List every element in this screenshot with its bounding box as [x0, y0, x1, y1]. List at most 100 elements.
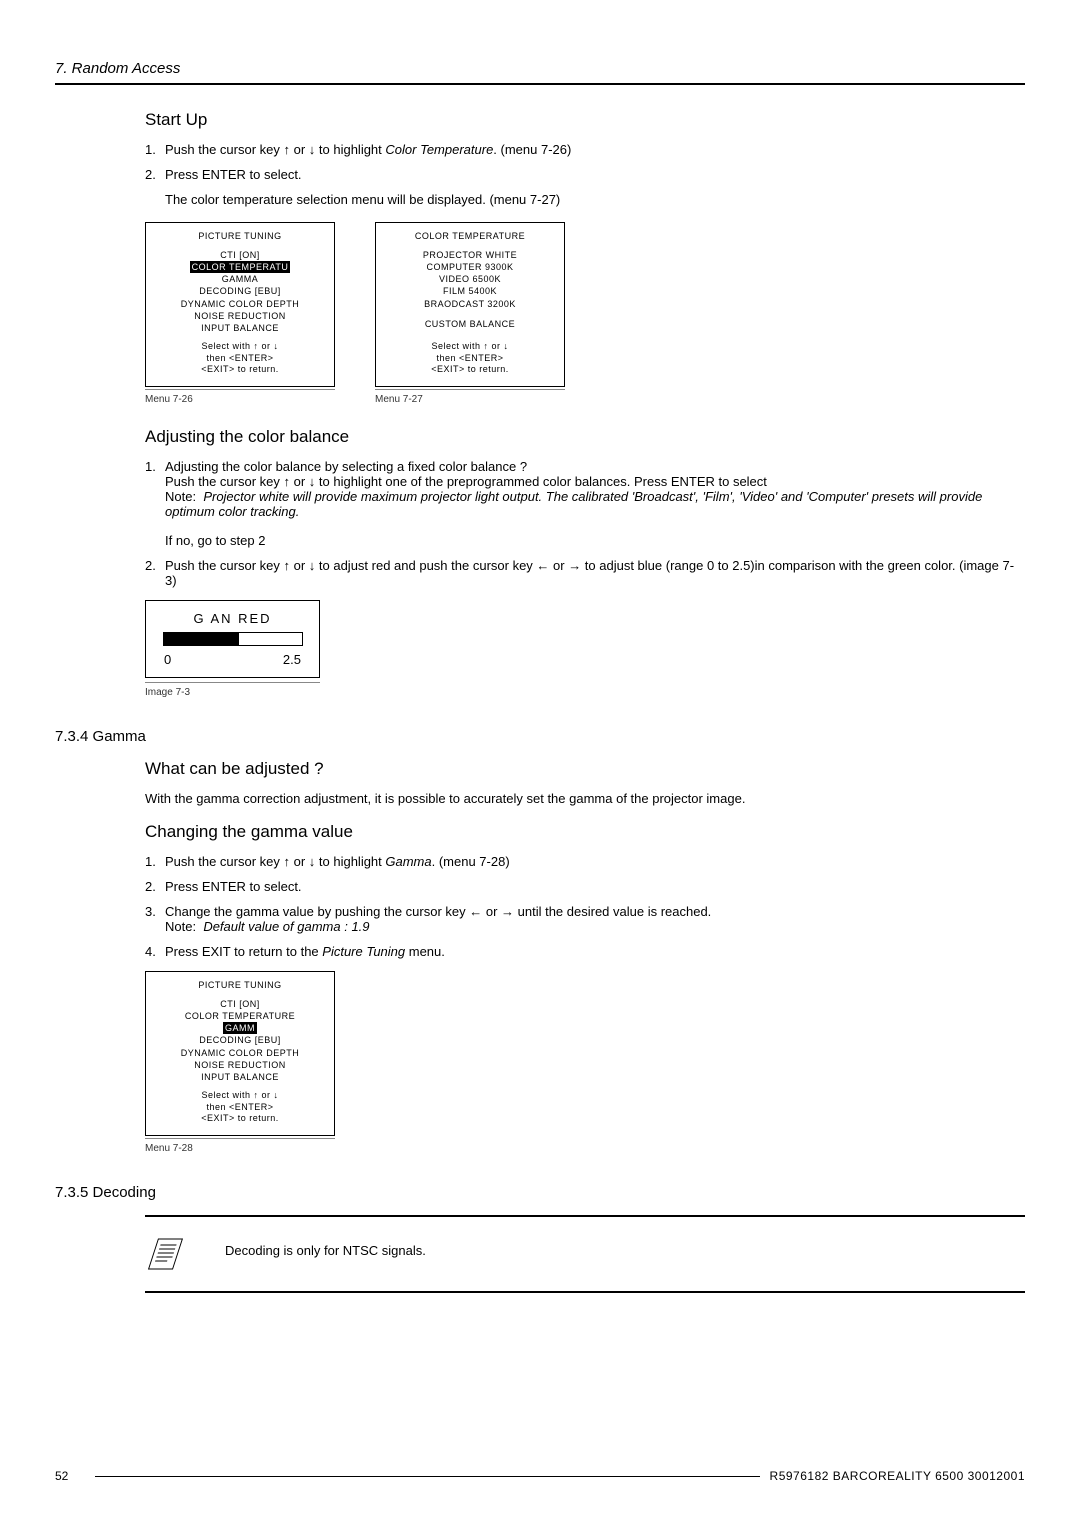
t: Push the cursor key ↑ or ↓ to highlight … — [165, 474, 767, 489]
adjust-heading: Adjusting the color balance — [55, 427, 1025, 447]
gamma-what-heading: What can be adjusted ? — [55, 759, 1025, 779]
menu-item: VIDEO 6500K — [382, 273, 558, 285]
menu-item: DYNAMIC COLOR DEPTH — [152, 298, 328, 310]
menu-7-27: COLOR TEMPERATURE PROJECTOR WHITE COMPUT… — [375, 222, 565, 387]
adjust-steps: 1. Adjusting the color balance by select… — [55, 459, 1025, 588]
chapter-header: 7. Random Access — [55, 60, 1025, 77]
menu-item: BRAODCAST 3200K — [382, 298, 558, 310]
step-number: 1. — [145, 459, 165, 548]
spacer — [145, 192, 165, 207]
menu-caption: Menu 7-26 — [145, 394, 335, 405]
menu-item: CUSTOM BALANCE — [382, 318, 558, 330]
startup-heading: Start Up — [55, 110, 1025, 130]
image-caption: Image 7-3 — [145, 687, 1025, 698]
menu-item: GAMMA — [152, 273, 328, 285]
t: Push the cursor key ↑ or ↓ to highlight — [165, 142, 385, 157]
menu-title: PICTURE TUNING — [152, 980, 328, 990]
decoding-note: Decoding is only for NTSC signals. — [225, 1237, 426, 1258]
startup-steps: 1. Push the cursor key ↑ or ↓ to highlig… — [55, 142, 1025, 207]
t: If no, go to step 2 — [165, 533, 265, 548]
menu-item: INPUT BALANCE — [152, 322, 328, 334]
menu-item-highlight: GAMM — [223, 1022, 257, 1034]
followup-text: The color temperature selection menu wil… — [165, 192, 1025, 207]
gamma-change-heading: Changing the gamma value — [55, 822, 1025, 842]
menu-title: COLOR TEMPERATURE — [382, 231, 558, 241]
section-7-3-4: 7.3.4 Gamma — [55, 728, 1025, 745]
menu-item: INPUT BALANCE — [152, 1071, 328, 1083]
menu-item-highlight: COLOR TEMPERATU — [190, 261, 291, 273]
menu-footer-line: Select with ↑ or ↓ — [146, 1090, 334, 1102]
gain-red-gauge: G AN RED 0 2.5 — [145, 600, 320, 678]
step-number: 2. — [145, 167, 165, 182]
menu-item: COMPUTER 9300K — [382, 261, 558, 273]
note-label: Note: — [165, 489, 196, 504]
header-rule — [55, 83, 1025, 85]
menu-footer-line: <EXIT> to return. — [146, 1113, 334, 1125]
t: Push the cursor key ↑ or ↓ to highlight — [165, 854, 385, 869]
menu-footer-line: Select with ↑ or ↓ — [376, 341, 564, 353]
gauge-label: G AN RED — [156, 611, 309, 626]
t: Press ENTER to select. — [165, 879, 1025, 894]
gauge-min: 0 — [164, 652, 171, 667]
step-number: 2. — [145, 879, 165, 894]
menu-item: PROJECTOR WHITE — [382, 249, 558, 261]
menu-caption: Menu 7-27 — [375, 394, 565, 405]
t: Adjusting the color balance by selecting… — [165, 459, 527, 474]
page-footer: 52 R5976182 BARCOREALITY 6500 30012001 — [55, 1469, 1025, 1483]
note-text: Default value of gamma : 1.9 — [203, 919, 369, 934]
menu-item: CTI [ON] — [152, 998, 328, 1010]
rule — [145, 1138, 335, 1139]
menu-item: DECODING [EBU] — [152, 285, 328, 297]
menu-footer-line: then <ENTER> — [146, 1102, 334, 1114]
step-number: 4. — [145, 944, 165, 959]
menu-footer-line: Select with ↑ or ↓ — [146, 341, 334, 353]
step-number: 1. — [145, 854, 165, 869]
menu-7-28: PICTURE TUNING CTI [ON] COLOR TEMPERATUR… — [145, 971, 335, 1136]
menu-title: PICTURE TUNING — [152, 231, 328, 241]
step-number: 2. — [145, 558, 165, 588]
menu-footer-line: then <ENTER> — [376, 353, 564, 365]
t: . (menu 7-26) — [493, 142, 571, 157]
t: Change the gamma value by pushing the cu… — [165, 904, 711, 919]
menu-item: DECODING [EBU] — [152, 1034, 328, 1046]
step-number: 1. — [145, 142, 165, 157]
step-text: Push the cursor key ↑ or ↓ to adjust red… — [165, 558, 1025, 588]
em: Picture Tuning — [322, 944, 405, 959]
step-text: Push the cursor key ↑ or ↓ to highlight … — [165, 142, 1025, 157]
menu-item: DYNAMIC COLOR DEPTH — [152, 1047, 328, 1059]
gauge-fill — [164, 633, 240, 645]
step-number: 3. — [145, 904, 165, 934]
menu-item: NOISE REDUCTION — [152, 1059, 328, 1071]
t: menu. — [405, 944, 445, 959]
menu-footer-line: then <ENTER> — [146, 353, 334, 365]
menu-caption: Menu 7-28 — [145, 1143, 1025, 1154]
menu-footer-line: <EXIT> to return. — [146, 364, 334, 376]
note-text: Projector white will provide maximum pro… — [165, 489, 982, 519]
menu-7-26: PICTURE TUNING CTI [ON] COLOR TEMPERATU … — [145, 222, 335, 387]
menu-item: NOISE REDUCTION — [152, 310, 328, 322]
rule — [145, 682, 320, 683]
section-7-3-5: 7.3.5 Decoding — [55, 1184, 1025, 1201]
doc-reference: R5976182 BARCOREALITY 6500 30012001 — [770, 1469, 1025, 1483]
note-icon — [145, 1237, 185, 1271]
rule — [375, 389, 565, 390]
rule — [145, 1215, 1025, 1217]
t: . (menu 7-28) — [432, 854, 510, 869]
em: Color Temperature — [385, 142, 493, 157]
t: Press EXIT to return to the — [165, 944, 322, 959]
menu-item: CTI [ON] — [152, 249, 328, 261]
em: Gamma — [385, 854, 431, 869]
menu-footer-line: <EXIT> to return. — [376, 364, 564, 376]
menu-item: COLOR TEMPERATURE — [152, 1010, 328, 1022]
page-number: 52 — [55, 1469, 85, 1483]
gamma-desc: With the gamma correction adjustment, it… — [55, 791, 1025, 806]
step-text: Press ENTER to select. — [165, 167, 1025, 182]
rule — [145, 389, 335, 390]
note-label: Note: — [165, 919, 196, 934]
gauge-bar — [163, 632, 303, 646]
gauge-max: 2.5 — [283, 652, 301, 667]
footer-rule — [95, 1476, 760, 1477]
rule — [145, 1291, 1025, 1293]
gamma-steps: 1. Push the cursor key ↑ or ↓ to highlig… — [55, 854, 1025, 959]
menu-item: FILM 5400K — [382, 285, 558, 297]
